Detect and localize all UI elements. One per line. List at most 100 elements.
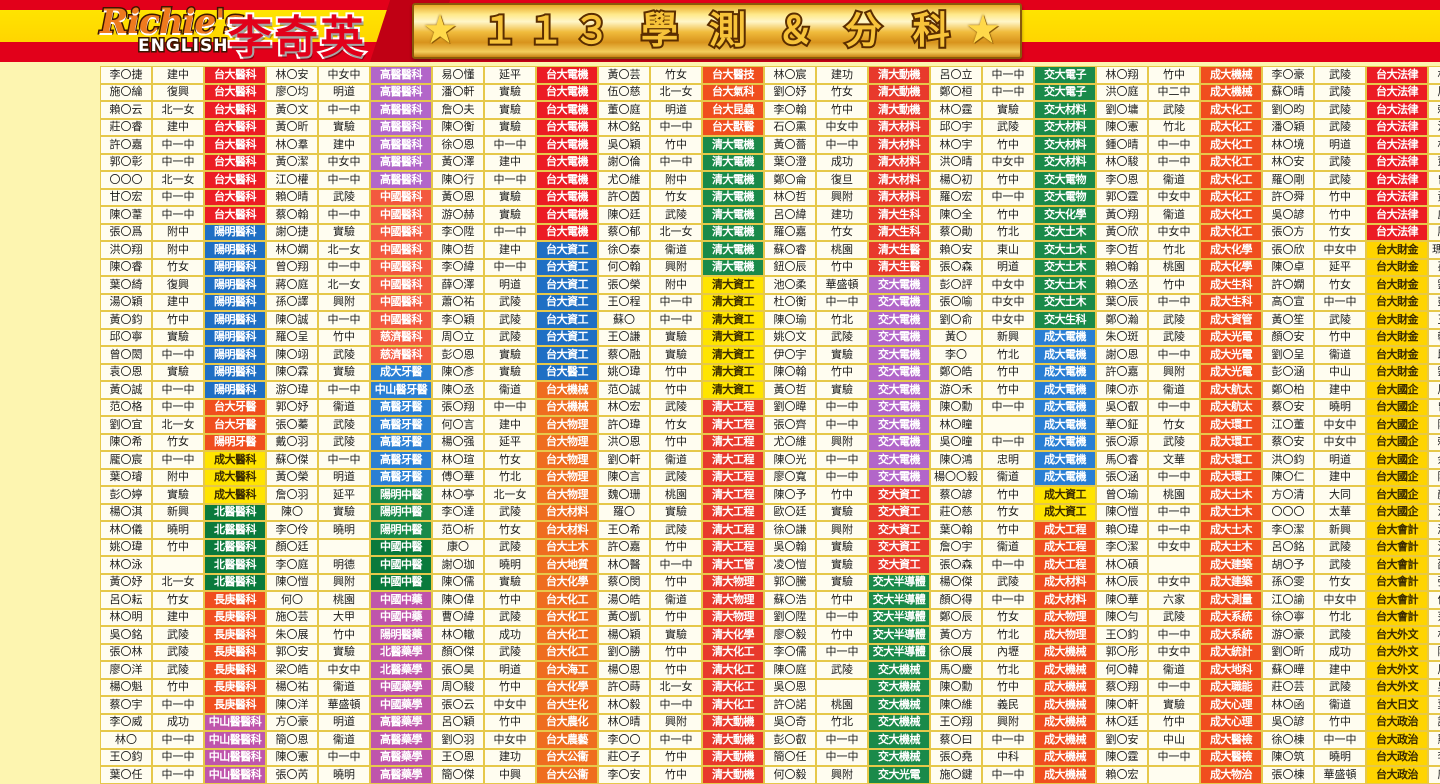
table-row: 潘〇軒 實驗 台大電機 — [432, 83, 598, 101]
student-name: 黃〇凱 — [598, 608, 650, 626]
student-name: 葉〇翰 — [930, 521, 982, 539]
student-name: 廖〇勛 — [1428, 223, 1440, 241]
table-row: 游〇禾 竹中 成大電機 — [930, 381, 1096, 399]
admitted-department: 清大材料 — [868, 118, 930, 136]
student-name: 張〇翔 — [432, 398, 484, 416]
admitted-department: 台大日文 — [1366, 696, 1428, 714]
student-school: 衞道 — [982, 468, 1034, 486]
student-school: 北一女 — [152, 573, 204, 591]
student-school: 中女中 — [1314, 433, 1366, 451]
student-school: 中一中 — [152, 136, 204, 154]
admitted-department: 陽明醫科 — [204, 346, 266, 364]
table-row: 孫〇雯竹女清大計財 — [1428, 258, 1440, 276]
admitted-department: 交大電機 — [868, 433, 930, 451]
table-row: 羅〇呈 竹中 慈濟醫科 — [266, 328, 432, 346]
student-name: 何〇 — [266, 591, 318, 609]
student-school: 中一中 — [318, 748, 370, 766]
student-school: 竹中 — [650, 748, 702, 766]
student-name: 陳〇葦 — [100, 206, 152, 224]
admitted-department: 台大資工 — [536, 328, 598, 346]
admitted-department: 成大環工 — [1200, 433, 1262, 451]
student-school: 中一中 — [318, 451, 370, 469]
table-row: 洪〇瑄附中交大百川 — [1428, 503, 1440, 521]
table-row: 游〇瑋 中一中 中山醫牙醫 — [266, 381, 432, 399]
table-row: 李〇捷 建中 台大醫科 — [100, 66, 266, 84]
student-school: 竹中 — [650, 608, 702, 626]
student-school: 實驗 — [816, 381, 868, 399]
table-row: 楊〇恩 竹中 清大化工 — [598, 661, 764, 679]
student-name: 李〇安 — [598, 766, 650, 784]
student-school: 成功 — [484, 626, 536, 644]
admitted-department: 交大土木 — [1034, 276, 1096, 294]
student-school: 中女中 — [1314, 591, 1366, 609]
student-school: 武陵 — [1314, 626, 1366, 644]
table-row: 李〇伶 曉明 陽明中醫 — [266, 521, 432, 539]
student-name: 賴〇云 — [100, 101, 152, 119]
table-row: 吳〇奇 竹北 交大機械 — [764, 713, 930, 731]
student-name: 劉〇軒 — [598, 451, 650, 469]
student-name: 廖〇均 — [266, 83, 318, 101]
table-row: 李〇潔 新興 台大會計 — [1262, 521, 1428, 539]
student-school: 竹中 — [650, 643, 702, 661]
table-row: 吳〇銘 武陵 長庚醫科 — [100, 626, 266, 644]
student-school: 衞道 — [318, 398, 370, 416]
student-school: 北一女 — [650, 223, 702, 241]
table-row: 李〇穎 武陵 台大資工 — [432, 311, 598, 329]
student-school: 竹中 — [982, 381, 1034, 399]
student-name: 楊〇恩 — [598, 661, 650, 679]
student-name: 王〇希 — [598, 521, 650, 539]
student-school: 竹女 — [982, 608, 1034, 626]
table-row: 黃〇哲 實驗 交大電機 — [764, 381, 930, 399]
student-name: 賴〇瑋 — [1096, 521, 1148, 539]
admitted-department: 交大電機 — [868, 293, 930, 311]
student-name: 簡〇傑 — [432, 766, 484, 784]
table-row: 許〇嘉 中一中 台大醫科 — [100, 136, 266, 154]
table-row: 林〇駿 中一中 成大化工 — [1096, 153, 1262, 171]
table-row: 余〇輝興附交大資管 — [1428, 451, 1440, 469]
student-school: 中一中 — [650, 153, 702, 171]
admitted-department: 台大法律 — [1366, 206, 1428, 224]
student-name: 羅〇嘉 — [764, 223, 816, 241]
table-row: 黃〇方 竹北 成大物理 — [930, 626, 1096, 644]
table-row: 許〇諾 桃園 交大機械 — [764, 696, 930, 714]
student-name: 李〇〇 — [598, 731, 650, 749]
student-school: 竹中 — [152, 678, 204, 696]
admitted-department: 中國醫科 — [370, 223, 432, 241]
student-school: 竹中 — [650, 381, 702, 399]
student-school: 中一中 — [1148, 136, 1200, 154]
table-row: 王〇翔 興附 成大機械 — [930, 713, 1096, 731]
admitted-department: 台大海工 — [536, 661, 598, 679]
student-school: 中女中 — [484, 696, 536, 714]
student-school: 建中 — [1314, 661, 1366, 679]
admitted-department: 台大電機 — [536, 136, 598, 154]
student-name: 尤〇維 — [764, 433, 816, 451]
student-name: 楊〇穎 — [598, 626, 650, 644]
student-name: 何〇翰 — [598, 258, 650, 276]
table-row: 劉〇羽 中女中 台大農藝 — [432, 731, 598, 749]
student-school: 曉明 — [484, 556, 536, 574]
student-school: 竹女 — [484, 451, 536, 469]
admitted-department: 台大法律 — [1366, 136, 1428, 154]
table-row: 蔡〇曰 中一中 成大機械 — [930, 731, 1096, 749]
student-name: 王〇鈞 — [1096, 626, 1148, 644]
admitted-department: 成大化工 — [1200, 171, 1262, 189]
admitted-department: 成大醫科 — [204, 468, 266, 486]
student-school: 武陵 — [318, 416, 370, 434]
student-school: 興附 — [816, 521, 868, 539]
table-row: 林〇亭 北一女 台大物理 — [432, 486, 598, 504]
admitted-department: 成大測量 — [1200, 591, 1262, 609]
student-name: 林〇泳 — [100, 556, 152, 574]
admitted-department: 交大半導體 — [868, 591, 930, 609]
student-school: 興附 — [318, 573, 370, 591]
student-name: 瑪〇〇萬 — [1428, 241, 1440, 259]
admitted-department: 成大系統 — [1200, 626, 1262, 644]
admitted-department: 成大土木 — [1200, 521, 1262, 539]
table-row: 葉〇皓桃園師大英語 — [1428, 696, 1440, 714]
table-row: 何〇言 建中 台大物理 — [432, 416, 598, 434]
table-row: 朱〇斑 武陵 成大光電 — [1096, 328, 1262, 346]
student-name: 陳〇誠 — [266, 311, 318, 329]
admitted-department: 交大資工 — [868, 538, 930, 556]
results-column: 李〇捷 建中 台大醫科 施〇綸 復興 台大醫科 賴〇云 北一女 台大醫科 莊〇睿 建中 台大醫科 許〇嘉… — [100, 66, 266, 784]
admitted-department: 台大會計 — [1366, 608, 1428, 626]
student-school: 實驗 — [484, 346, 536, 364]
